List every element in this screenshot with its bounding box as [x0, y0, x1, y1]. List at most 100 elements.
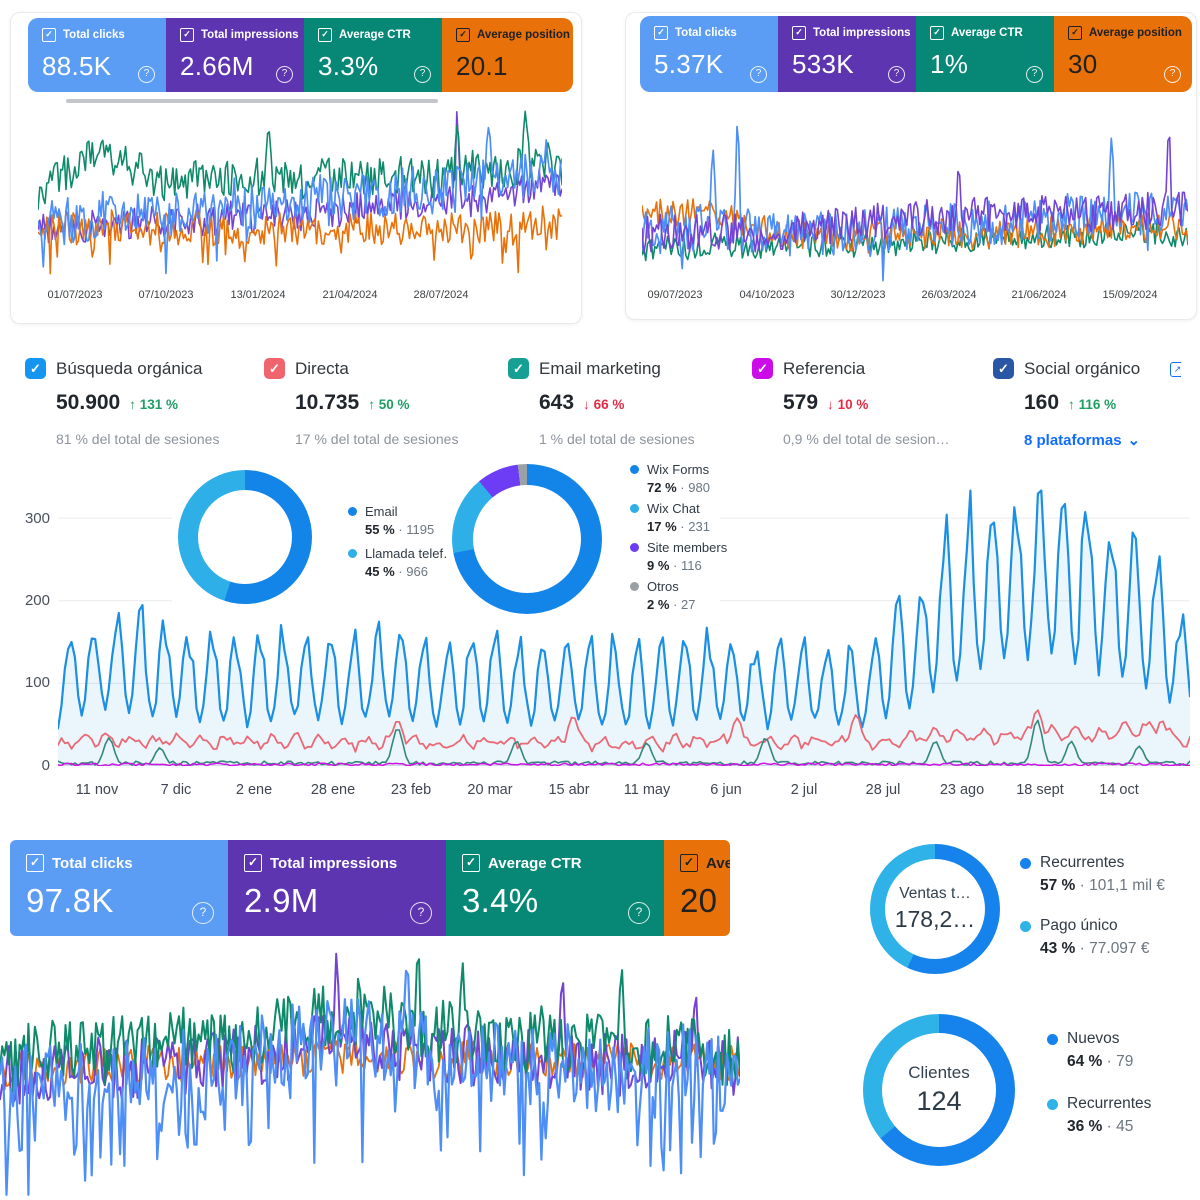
external-link-icon-clipped[interactable]: ↗ — [1170, 362, 1181, 380]
checkbox-icon[interactable]: ✓ — [993, 358, 1014, 379]
arrow-up-icon: ↑ — [1068, 397, 1075, 412]
checkbox-icon[interactable]: ✓ — [462, 854, 480, 872]
checkbox-icon[interactable]: ✓ — [930, 26, 944, 40]
channel-delta: ↑ 50 % — [368, 397, 410, 412]
x-tick: 11 nov — [75, 782, 119, 798]
x-tick: 13/01/2024 — [230, 289, 286, 301]
checkbox-icon[interactable]: ✓ — [318, 28, 332, 42]
metric-card-average-position[interactable]: ✓ Average position 30 ? — [1054, 16, 1192, 92]
checkbox-icon[interactable]: ✓ — [25, 358, 46, 379]
metric-label: Average position — [1089, 27, 1182, 39]
checkbox-icon[interactable]: ✓ — [264, 358, 285, 379]
metric-card-total-clicks[interactable]: ✓ Total clicks 97.8K ? — [10, 840, 228, 936]
legend-dot — [1020, 920, 1031, 932]
help-icon[interactable]: ? — [1026, 66, 1043, 83]
metric-card-average-position[interactable]: ✓ Average position 20.1 — [442, 18, 573, 92]
checkbox-icon[interactable]: ✓ — [26, 854, 44, 872]
channel-subtext: 17 % del total de sesiones — [295, 431, 459, 447]
metric-card-average-ctr[interactable]: ✓ Average CTR 1% ? — [916, 16, 1054, 92]
metric-card-total-impressions[interactable]: ✓ Total impressions 533K ? — [778, 16, 916, 92]
channel-busqueda-organica: ✓ Búsqueda orgánica 50.900 ↑ 131 % 81 % … — [25, 358, 219, 447]
checkbox-icon[interactable]: ✓ — [180, 28, 194, 42]
legend-entry: Recurrentes 36 % · 45 — [1047, 1095, 1151, 1136]
x-tick: 26/03/2024 — [921, 289, 977, 301]
contacts-donut-1[interactable] — [178, 470, 312, 604]
dot-separator: · — [1106, 1118, 1112, 1135]
platforms-link[interactable]: 8 plataformas ⌄ — [1024, 431, 1141, 450]
metric-label: Average position — [477, 29, 570, 41]
external-link-icon[interactable]: ↗ — [1170, 362, 1181, 377]
metric-label: Total impressions — [813, 27, 911, 39]
checkbox-icon[interactable]: ✓ — [792, 26, 806, 40]
contacts-donut-1-card: Email 55 % · 1195 Llamada telef… 45 % · … — [172, 464, 458, 614]
performance-line-chart-3[interactable] — [0, 942, 740, 1200]
help-icon[interactable]: ? — [276, 66, 293, 83]
x-tick: 30/12/2023 — [830, 289, 886, 301]
performance-line-chart-2[interactable] — [642, 112, 1188, 284]
channel-subtext: 81 % del total de sesiones — [56, 431, 220, 447]
x-tick: 15 abr — [548, 782, 590, 798]
metric-value: 1% — [930, 49, 969, 79]
channel-referencia: ✓ Referencia 579 ↓ 10 % 0,9 % del total … — [752, 358, 950, 447]
checkbox-icon[interactable]: ✓ — [680, 854, 698, 872]
performance-line-chart-1[interactable] — [38, 104, 562, 284]
x-tick: 23 ago — [939, 782, 985, 798]
donut-center: Ventas t… 178,2… — [894, 885, 976, 932]
checkbox-icon[interactable]: ✓ — [1068, 26, 1082, 40]
help-icon[interactable]: ? — [410, 902, 432, 924]
x-tick: 20 mar — [467, 782, 513, 798]
dot-separator: · — [680, 519, 685, 534]
y-tick: 200 — [24, 592, 50, 609]
sessions-area-chart[interactable] — [58, 462, 1190, 766]
help-icon[interactable]: ? — [628, 902, 650, 924]
channel-delta: ↑ 116 % — [1068, 397, 1117, 412]
checkbox-icon[interactable]: ✓ — [456, 28, 470, 42]
metric-label: Total impressions — [201, 29, 299, 41]
help-icon[interactable]: ? — [750, 66, 767, 83]
checkbox-icon[interactable]: ✓ — [752, 358, 773, 379]
metric-card-total-impressions[interactable]: ✓ Total impressions 2.66M ? — [166, 18, 304, 92]
help-icon[interactable]: ? — [414, 66, 431, 83]
metric-card-total-clicks[interactable]: ✓ Total clicks 88.5K ? — [28, 18, 166, 92]
scroll-indicator[interactable] — [66, 99, 438, 103]
clientes-donut-card: Clientes 124 Nuevos 64 % · 79 Recurrente… — [855, 1008, 1200, 1200]
metric-card-average-position[interactable]: ✓ Ave 20 — [664, 840, 730, 936]
metric-card-total-clicks[interactable]: ✓ Total clicks 5.37K ? — [640, 16, 778, 92]
contacts-donut-1-legend: Email 55 % · 1195 Llamada telef… 45 % · … — [348, 504, 456, 588]
dot-separator: · — [673, 597, 678, 612]
help-icon[interactable]: ? — [192, 902, 214, 924]
metric-value: 5.37K — [654, 49, 724, 79]
legend-dot — [630, 504, 639, 513]
metric-card-average-ctr[interactable]: ✓ Average CTR 3.4% ? — [446, 840, 664, 936]
channel-value: 643 — [539, 391, 575, 414]
checkbox-icon[interactable]: ✓ — [654, 26, 668, 40]
dot-separator: · — [398, 522, 403, 537]
metric-card-total-impressions[interactable]: ✓ Total impressions 2.9M ? — [228, 840, 446, 936]
arrow-up-icon: ↑ — [368, 397, 375, 412]
clientes-donut[interactable]: Clientes 124 — [863, 1014, 1015, 1166]
ventas-legend: Recurrentes 57 % · 101,1 mil € Pago únic… — [1020, 854, 1165, 967]
checkbox-icon[interactable]: ✓ — [244, 854, 262, 872]
x-tick: 07/10/2023 — [138, 289, 194, 301]
ventas-donut[interactable]: Ventas t… 178,2… — [870, 844, 1000, 974]
legend-entry: Wix Forms 72 % · 980 — [630, 462, 727, 495]
metric-card-average-ctr[interactable]: ✓ Average CTR 3.3% ? — [304, 18, 442, 92]
donut-hole — [473, 485, 581, 593]
x-tick: 28/07/2024 — [413, 289, 469, 301]
legend-entry: Wix Chat 17 % · 231 — [630, 501, 727, 534]
contacts-donut-2[interactable] — [452, 464, 602, 614]
checkbox-icon[interactable]: ✓ — [42, 28, 56, 42]
legend-dot — [1020, 857, 1031, 869]
channel-value: 10.735 — [295, 391, 360, 414]
help-icon[interactable]: ? — [1164, 66, 1181, 83]
x-tick: 21/06/2024 — [1011, 289, 1067, 301]
metric-label: Total clicks — [675, 27, 737, 39]
legend-entry: Nuevos 64 % · 79 — [1047, 1030, 1151, 1071]
help-icon[interactable]: ? — [138, 66, 155, 83]
checkbox-icon[interactable]: ✓ — [508, 358, 529, 379]
arrow-down-icon: ↓ — [583, 397, 590, 412]
chevron-down-icon[interactable]: ⌄ — [1127, 432, 1141, 449]
legend-dot — [630, 465, 639, 474]
help-icon[interactable]: ? — [888, 66, 905, 83]
